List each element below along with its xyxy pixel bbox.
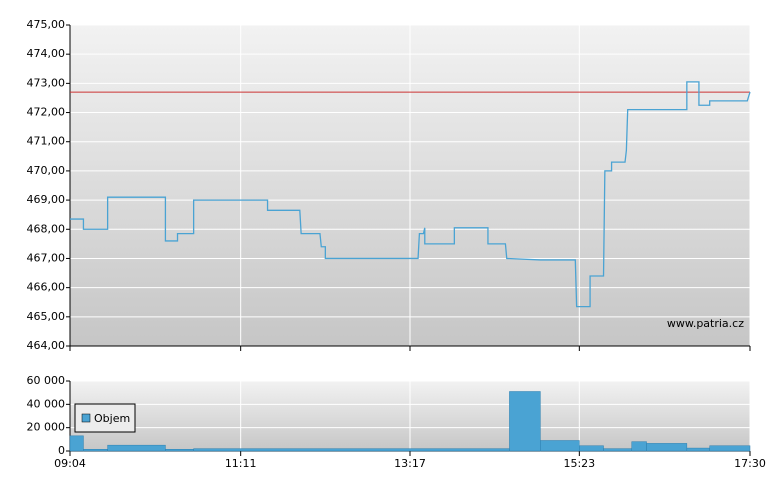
y-tick-label: 468,00 [27, 222, 66, 235]
volume-bar [107, 444, 166, 452]
volume-bar [579, 445, 604, 452]
y-tick-label: 465,00 [27, 310, 66, 323]
y-tick-label: 467,00 [27, 251, 66, 264]
volume-bar [509, 391, 541, 452]
y-tick-label: 474,00 [27, 47, 66, 60]
x-tick-label: 11:11 [225, 457, 257, 470]
y-tick-label: 471,00 [27, 135, 66, 148]
watermark: www.patria.cz [667, 317, 744, 330]
volume-bar [709, 445, 751, 452]
volume-bar [603, 448, 632, 452]
legend-swatch [81, 413, 91, 423]
y-tick-label: 472,00 [27, 106, 66, 119]
y-tick-label: 475,00 [27, 18, 66, 31]
x-tick-label: 09:04 [54, 457, 86, 470]
y-tick-label: 0 [58, 444, 65, 457]
y-tick-label: 466,00 [27, 281, 66, 294]
y-tick-label: 473,00 [27, 76, 66, 89]
y-tick-label: 20 000 [27, 421, 66, 434]
volume-bar [646, 443, 688, 452]
x-tick-label: 15:23 [563, 457, 595, 470]
volume-bar [83, 449, 108, 452]
volume-bar [193, 448, 510, 452]
y-tick-label: 469,00 [27, 193, 66, 206]
volume-bar [165, 449, 194, 452]
y-tick-label: 470,00 [27, 164, 66, 177]
y-tick-label: 60 000 [27, 374, 66, 387]
volume-bar [631, 441, 647, 452]
volume-bar [686, 447, 710, 452]
price-line [70, 81, 751, 308]
x-tick-label: 13:17 [394, 457, 426, 470]
y-tick-label: 464,00 [27, 339, 66, 352]
legend-label: Objem [94, 412, 130, 425]
volume-bar [69, 435, 84, 452]
y-tick-label: 40 000 [27, 397, 66, 410]
volume-bar [540, 440, 580, 452]
x-tick-label: 17:30 [734, 457, 766, 470]
